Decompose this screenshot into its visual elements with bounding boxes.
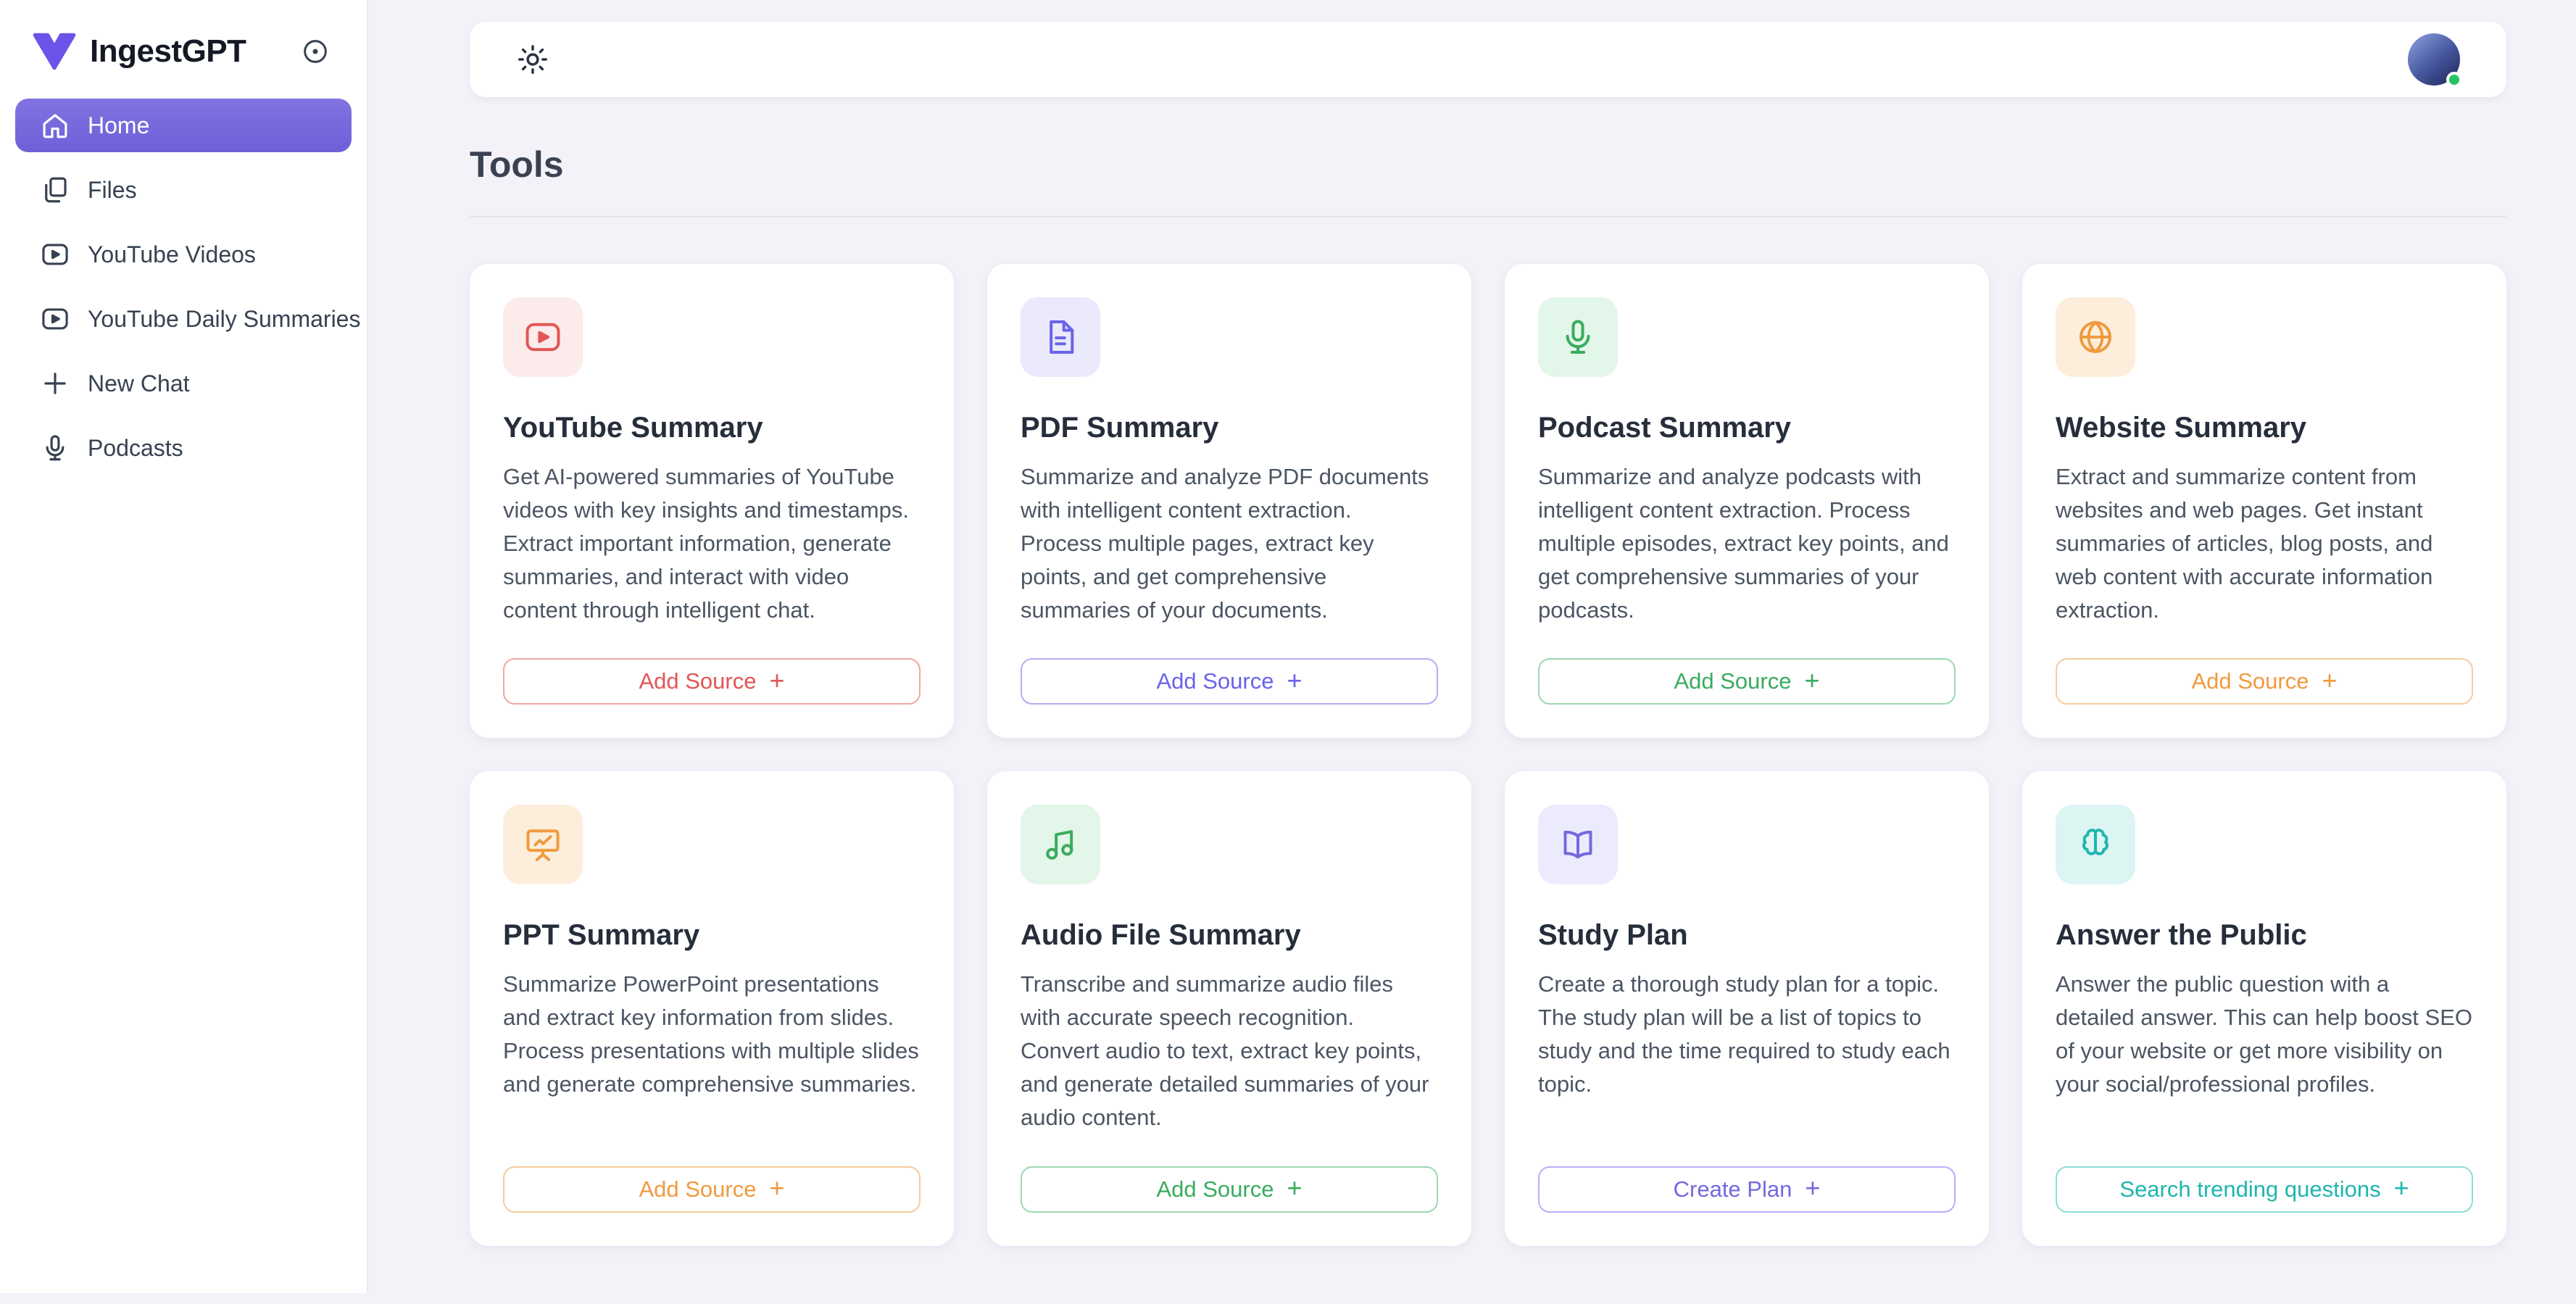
button-label: Add Source (1674, 668, 1791, 694)
card-youtube-summary: YouTube Summary Get AI-powered summaries… (470, 264, 954, 738)
card-title: PDF Summary (1021, 412, 1438, 444)
sidebar-item-new-chat[interactable]: New Chat (15, 357, 352, 410)
youtube-play-icon (40, 304, 70, 334)
search-trending-questions-button[interactable]: Search trending questions + (2056, 1166, 2473, 1213)
card-title: Answer the Public (2056, 919, 2473, 952)
files-icon (40, 175, 70, 205)
add-source-button[interactable]: Add Source + (1538, 658, 1956, 705)
card-description: Summarize and analyze PDF documents with… (1021, 460, 1438, 626)
book-icon (1558, 824, 1598, 865)
button-label: Add Source (2191, 668, 2309, 694)
divider (470, 216, 2506, 217)
sidebar-item-label: New Chat (88, 370, 190, 397)
presentation-icon (523, 824, 563, 865)
document-icon (1040, 317, 1081, 357)
card-title: Study Plan (1538, 919, 1956, 952)
button-label: Add Source (639, 1176, 756, 1203)
sidebar-item-podcasts[interactable]: Podcasts (15, 421, 352, 475)
user-menu (2408, 33, 2460, 86)
card-icon-tile (503, 297, 583, 377)
card-description: Create a thorough study plan for a topic… (1538, 968, 1956, 1101)
sidebar-item-label: Home (88, 112, 149, 139)
card-study-plan: Study Plan Create a thorough study plan … (1505, 771, 1989, 1245)
card-icon-tile (2056, 805, 2135, 884)
button-label: Add Source (639, 668, 756, 694)
online-status-dot (2446, 72, 2462, 88)
youtube-play-icon (523, 317, 563, 357)
sidebar-item-label: Files (88, 177, 137, 204)
plus-icon: + (1805, 1175, 1820, 1201)
card-icon-tile (1538, 805, 1618, 884)
card-icon-tile (1021, 805, 1100, 884)
card-title: Audio File Summary (1021, 919, 1438, 952)
plus-icon: + (2322, 668, 2337, 694)
sun-icon[interactable] (516, 43, 549, 76)
card-icon-tile (1538, 297, 1618, 377)
sidebar-item-home[interactable]: Home (15, 99, 352, 152)
add-source-button[interactable]: Add Source + (1021, 658, 1438, 705)
card-audio-file-summary: Audio File Summary Transcribe and summar… (987, 771, 1471, 1245)
plus-icon (40, 368, 70, 399)
sidebar-item-label: YouTube Daily Summaries (88, 306, 360, 333)
card-title: PPT Summary (503, 919, 921, 952)
plus-icon: + (1804, 668, 1819, 694)
page-title: Tools (470, 144, 2506, 186)
add-source-button[interactable]: Add Source + (503, 1166, 921, 1213)
card-description: Transcribe and summarize audio files wit… (1021, 968, 1438, 1134)
card-icon-tile (503, 805, 583, 884)
card-title: Podcast Summary (1538, 412, 1956, 444)
sidebar-item-files[interactable]: Files (15, 163, 352, 217)
globe-icon (2075, 317, 2116, 357)
card-title: Website Summary (2056, 412, 2473, 444)
sidebar-collapse-button[interactable] (300, 36, 331, 67)
app-title: IngestGPT (90, 33, 246, 70)
card-website-summary: Website Summary Extract and summarize co… (2022, 264, 2506, 738)
add-source-button[interactable]: Add Source + (503, 658, 921, 705)
card-icon-tile (1021, 297, 1100, 377)
card-podcast-summary: Podcast Summary Summarize and analyze po… (1505, 264, 1989, 738)
sidebar-header: IngestGPT (0, 0, 367, 94)
plus-icon: + (769, 1175, 784, 1201)
main-content: Tools YouTube Summary Get AI-powered sum… (368, 0, 2576, 1304)
sidebar-item-youtube-videos[interactable]: YouTube Videos (15, 228, 352, 281)
sidebar-item-youtube-daily-summaries[interactable]: YouTube Daily Summaries (15, 292, 352, 346)
button-label: Add Source (1156, 1176, 1274, 1203)
create-plan-button[interactable]: Create Plan + (1538, 1166, 1956, 1213)
card-pdf-summary: PDF Summary Summarize and analyze PDF do… (987, 264, 1471, 738)
sidebar-item-label: YouTube Videos (88, 241, 256, 268)
tools-grid: YouTube Summary Get AI-powered summaries… (470, 264, 2506, 1304)
sidebar: IngestGPT Home Files YouTube Videos (0, 0, 368, 1293)
sidebar-nav: Home Files YouTube Videos YouTube Daily … (0, 94, 367, 490)
microphone-icon (1558, 317, 1598, 357)
card-ppt-summary: PPT Summary Summarize PowerPoint present… (470, 771, 954, 1245)
card-description: Summarize PowerPoint presentations and e… (503, 968, 921, 1101)
card-description: Summarize and analyze podcasts with inte… (1538, 460, 1956, 626)
plus-icon: + (1287, 1175, 1302, 1201)
button-label: Search trending questions (2119, 1176, 2380, 1203)
card-description: Extract and summarize content from websi… (2056, 460, 2473, 626)
add-source-button[interactable]: Add Source + (1021, 1166, 1438, 1213)
topbar (470, 22, 2506, 97)
card-description: Get AI-powered summaries of YouTube vide… (503, 460, 921, 626)
card-icon-tile (2056, 297, 2135, 377)
microphone-icon (40, 433, 70, 463)
add-source-button[interactable]: Add Source + (2056, 658, 2473, 705)
card-description: Answer the public question with a detail… (2056, 968, 2473, 1101)
plus-icon: + (769, 668, 784, 694)
youtube-play-icon (40, 239, 70, 270)
music-note-icon (1040, 824, 1081, 865)
logo-icon (30, 28, 78, 75)
button-label: Create Plan (1674, 1176, 1792, 1203)
card-title: YouTube Summary (503, 412, 921, 444)
card-answer-the-public: Answer the Public Answer the public ques… (2022, 771, 2506, 1245)
button-label: Add Source (1156, 668, 1274, 694)
sidebar-item-label: Podcasts (88, 435, 183, 462)
brain-icon (2075, 824, 2116, 865)
home-icon (40, 110, 70, 141)
plus-icon: + (2394, 1175, 2409, 1201)
plus-icon: + (1287, 668, 1302, 694)
